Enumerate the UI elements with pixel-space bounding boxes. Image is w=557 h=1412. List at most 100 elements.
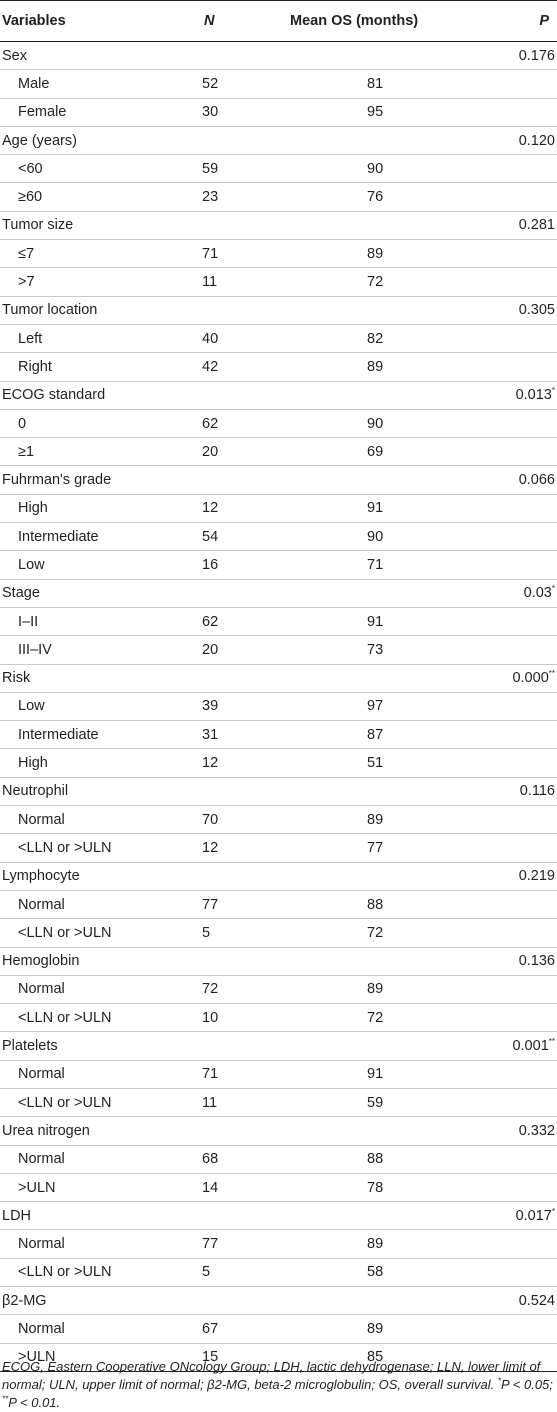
table-row: Female 30 95 bbox=[0, 98, 557, 127]
significance-mark: * bbox=[551, 1206, 555, 1216]
row-mean-os bbox=[260, 777, 450, 807]
row-p-value bbox=[450, 975, 557, 1005]
survival-table: Variables N Mean OS (months) P Sex 0.176 M… bbox=[0, 0, 557, 1372]
table-row: 0 62 90 bbox=[0, 409, 557, 439]
row-label: Normal bbox=[0, 1145, 160, 1174]
table-row: ≥1 20 69 bbox=[0, 437, 557, 467]
footnote-sig1-text: P < 0.05; bbox=[500, 1377, 553, 1392]
footnote-sig1-mark: * bbox=[497, 1376, 501, 1386]
row-label: III–IV bbox=[0, 635, 160, 665]
row-mean-os: 88 bbox=[260, 1145, 450, 1174]
row-n: 77 bbox=[160, 1229, 260, 1259]
row-n bbox=[160, 41, 260, 71]
row-label: Normal bbox=[0, 805, 160, 835]
row-p-value bbox=[450, 409, 557, 439]
significance-mark: ** bbox=[548, 1037, 555, 1047]
row-p-value bbox=[450, 69, 557, 99]
table-row: Left 40 82 bbox=[0, 324, 557, 354]
row-label: Normal bbox=[0, 1314, 160, 1344]
row-label: Sex bbox=[0, 41, 160, 71]
table-row: High 12 51 bbox=[0, 748, 557, 778]
row-p-value bbox=[450, 607, 557, 637]
row-mean-os bbox=[260, 381, 450, 410]
row-n: 52 bbox=[160, 69, 260, 99]
row-mean-os: 89 bbox=[260, 1314, 450, 1344]
row-mean-os: 91 bbox=[260, 1060, 450, 1089]
row-p-value bbox=[450, 352, 557, 382]
row-mean-os: 78 bbox=[260, 1173, 450, 1203]
row-p-value bbox=[450, 720, 557, 750]
row-n: 5 bbox=[160, 918, 260, 948]
row-p-value: 0.001** bbox=[450, 1031, 557, 1061]
significance-mark: * bbox=[551, 584, 555, 594]
row-mean-os: 88 bbox=[260, 890, 450, 920]
significance-mark: * bbox=[551, 386, 555, 396]
row-n: 54 bbox=[160, 522, 260, 552]
row-p-value bbox=[450, 267, 557, 297]
row-n: 40 bbox=[160, 324, 260, 354]
table-row: Urea nitrogen 0.332 bbox=[0, 1116, 557, 1146]
row-mean-os: 77 bbox=[260, 833, 450, 863]
row-mean-os bbox=[260, 41, 450, 71]
row-mean-os bbox=[260, 1201, 450, 1231]
row-p-value: 0.176 bbox=[450, 41, 557, 71]
row-label: Left bbox=[0, 324, 160, 354]
row-mean-os: 59 bbox=[260, 1088, 450, 1118]
table-row: Male 52 81 bbox=[0, 69, 557, 99]
row-n: 12 bbox=[160, 833, 260, 863]
row-mean-os: 91 bbox=[260, 494, 450, 524]
row-n: 77 bbox=[160, 890, 260, 920]
row-p-value bbox=[450, 1229, 557, 1259]
row-label: ≥60 bbox=[0, 182, 160, 212]
row-mean-os: 76 bbox=[260, 182, 450, 212]
row-p-value: 0.219 bbox=[450, 862, 557, 891]
row-n: 14 bbox=[160, 1173, 260, 1203]
row-mean-os: 90 bbox=[260, 522, 450, 552]
table-row: <LLN or >ULN 11 59 bbox=[0, 1088, 557, 1118]
table-row: ECOG standard 0.013* bbox=[0, 381, 557, 410]
table-row: Sex 0.176 bbox=[0, 41, 557, 71]
header-n: N bbox=[160, 0, 260, 42]
row-label: Right bbox=[0, 352, 160, 382]
row-p-value bbox=[450, 748, 557, 778]
table-row: Normal 67 89 bbox=[0, 1314, 557, 1344]
header-p: P bbox=[450, 0, 557, 42]
row-label: Low bbox=[0, 692, 160, 722]
row-label: I–II bbox=[0, 607, 160, 637]
row-n: 31 bbox=[160, 720, 260, 750]
table-row: Neutrophil 0.116 bbox=[0, 777, 557, 807]
row-p-value bbox=[450, 805, 557, 835]
row-n bbox=[160, 862, 260, 891]
table-row: Low 39 97 bbox=[0, 692, 557, 722]
table-row: Hemoglobin 0.136 bbox=[0, 947, 557, 976]
row-mean-os: 72 bbox=[260, 267, 450, 297]
row-mean-os: 73 bbox=[260, 635, 450, 665]
row-p-value bbox=[450, 833, 557, 863]
footnote-sig2-mark: ** bbox=[2, 1394, 9, 1404]
row-p-value bbox=[450, 324, 557, 354]
row-n bbox=[160, 1031, 260, 1061]
row-p-value bbox=[450, 1343, 557, 1372]
row-mean-os: 89 bbox=[260, 805, 450, 835]
table-row: Normal 71 91 bbox=[0, 1060, 557, 1089]
row-label: Risk bbox=[0, 664, 160, 693]
row-label: Lymphocyte bbox=[0, 862, 160, 891]
table-row: Normal 72 89 bbox=[0, 975, 557, 1005]
row-p-value: 0.066 bbox=[450, 465, 557, 495]
row-label: <LLN or >ULN bbox=[0, 1003, 160, 1033]
row-label: Normal bbox=[0, 1229, 160, 1259]
table-row: I–II 62 91 bbox=[0, 607, 557, 637]
table-footnote: ECOG, Eastern Cooperative ONcology Group… bbox=[2, 1358, 555, 1412]
row-label: Platelets bbox=[0, 1031, 160, 1061]
row-label: Low bbox=[0, 550, 160, 580]
row-p-value: 0.017* bbox=[450, 1201, 557, 1231]
row-label: Neutrophil bbox=[0, 777, 160, 807]
table-body: Sex 0.176 Male 52 81 Female 30 95 Age (years) 0.1… bbox=[0, 41, 557, 1372]
row-mean-os: 89 bbox=[260, 975, 450, 1005]
row-n: 72 bbox=[160, 975, 260, 1005]
row-label: High bbox=[0, 748, 160, 778]
table-row: Normal 68 88 bbox=[0, 1145, 557, 1174]
row-n: 71 bbox=[160, 239, 260, 269]
row-p-value bbox=[450, 1258, 557, 1288]
table-row: Low 16 71 bbox=[0, 550, 557, 580]
